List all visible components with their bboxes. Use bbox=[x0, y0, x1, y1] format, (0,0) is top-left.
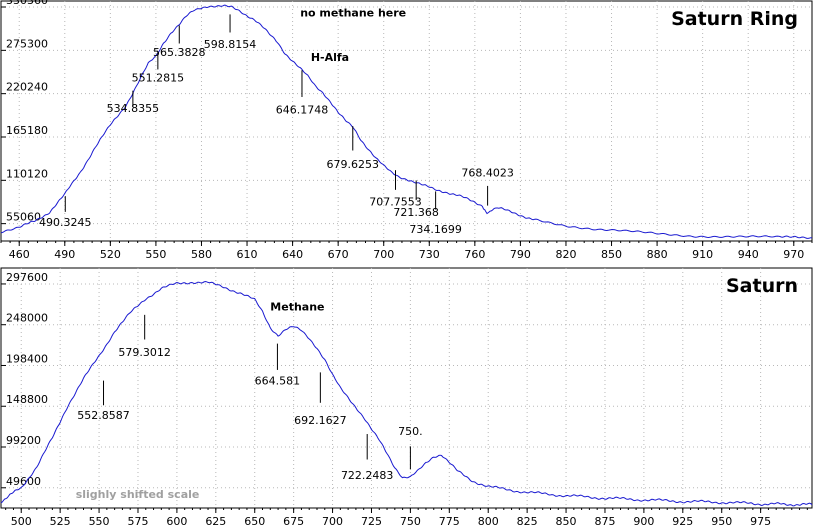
x-tick-label: 550 bbox=[145, 248, 166, 261]
chart-note: no methane here bbox=[300, 7, 406, 20]
plot-frame bbox=[0, 0, 813, 242]
chart-note: H-Alfa bbox=[311, 51, 349, 64]
x-tick-label: 820 bbox=[555, 248, 576, 261]
annotation-label: 598.8154 bbox=[204, 38, 257, 51]
x-tick-label: 575 bbox=[127, 515, 148, 528]
x-tick-label: 825 bbox=[517, 515, 538, 528]
x-tick-label: 640 bbox=[282, 248, 303, 261]
spectrum-line bbox=[0, 4, 813, 239]
saturn-panel: 500 525 550 575 600 625 650 675 700 725 750 775 800 8… bbox=[0, 265, 814, 531]
x-tick-label: 900 bbox=[633, 515, 654, 528]
x-tick-label: 725 bbox=[361, 515, 382, 528]
x-tick-label: 975 bbox=[750, 515, 771, 528]
annotation-label: 579.3012 bbox=[118, 346, 171, 359]
x-tick-label: 550 bbox=[89, 515, 110, 528]
x-tick-label: 525 bbox=[50, 515, 71, 528]
x-tick-label: 520 bbox=[100, 248, 121, 261]
spectrum-line bbox=[0, 280, 813, 507]
annotation-label: 534.8355 bbox=[107, 102, 160, 115]
annotation-label: 490.3245 bbox=[39, 216, 92, 229]
x-tick-label: 700 bbox=[373, 248, 394, 261]
chart-note: Methane bbox=[270, 301, 324, 314]
x-tick-label: 950 bbox=[711, 515, 732, 528]
x-tick-label: 600 bbox=[166, 515, 187, 528]
x-tick-label: 500 bbox=[11, 515, 32, 528]
x-tick-label: 700 bbox=[322, 515, 343, 528]
x-tick-label: 775 bbox=[439, 515, 460, 528]
annotation-label: 734.1699 bbox=[409, 223, 462, 236]
chart-title: Saturn Ring bbox=[671, 8, 798, 30]
annotation-label: 679.6253 bbox=[327, 158, 380, 171]
y-tick-label: 220240 bbox=[6, 81, 48, 94]
annotation-label: 692.1627 bbox=[294, 414, 347, 427]
annotation-label: 768.4023 bbox=[461, 166, 514, 179]
annotation-label: 565.3828 bbox=[153, 46, 206, 59]
x-tick-label: 460 bbox=[9, 248, 30, 261]
x-tick-label: 580 bbox=[191, 248, 212, 261]
x-tick-label: 610 bbox=[237, 248, 258, 261]
x-tick-label: 760 bbox=[464, 248, 485, 261]
annotation-label: 722.2483 bbox=[341, 469, 394, 482]
saturn-ring-panel: 460 490 520 550 580 610 640 670 700 730 760 790 820 8… bbox=[0, 0, 814, 265]
x-tick-label: 970 bbox=[783, 248, 804, 261]
chart-title: Saturn bbox=[726, 275, 798, 297]
annotation-label: 707.7553 bbox=[369, 196, 422, 209]
x-tick-label: 625 bbox=[205, 515, 226, 528]
y-tick-label: 110120 bbox=[6, 167, 48, 180]
x-tick-label: 750 bbox=[400, 515, 421, 528]
x-tick-label: 800 bbox=[478, 515, 499, 528]
y-tick-label: 49600 bbox=[6, 475, 41, 488]
y-tick-label: 198400 bbox=[6, 352, 48, 365]
y-tick-label: 248000 bbox=[6, 312, 48, 325]
y-tick-label: 99200 bbox=[6, 434, 41, 447]
annotation-label: 552.8587 bbox=[77, 409, 130, 422]
x-tick-label: 730 bbox=[419, 248, 440, 261]
y-tick-label: 55060 bbox=[6, 211, 41, 224]
y-tick-label: 148800 bbox=[6, 393, 48, 406]
saturn-chart: 500 525 550 575 600 625 650 675 700 725 750 775 800 8… bbox=[0, 267, 813, 528]
x-tick-label: 940 bbox=[738, 248, 759, 261]
y-tick-label: 297600 bbox=[6, 271, 48, 284]
x-tick-label: 670 bbox=[328, 248, 349, 261]
y-tick-label: 275300 bbox=[6, 37, 48, 50]
annotation-label: 750. bbox=[398, 425, 423, 438]
annotation-label: 721.368 bbox=[393, 206, 439, 219]
annotation-label: 646.1748 bbox=[276, 104, 329, 117]
saturn-ring-chart: 460 490 520 550 580 610 640 670 700 730 760 790 820 8… bbox=[0, 0, 813, 261]
y-tick-label: 165180 bbox=[6, 124, 48, 137]
x-tick-label: 490 bbox=[54, 248, 75, 261]
chart-note: slighly shifted scale bbox=[76, 488, 200, 501]
x-tick-label: 880 bbox=[647, 248, 668, 261]
y-tick-label: 330360 bbox=[6, 0, 48, 7]
x-tick-label: 675 bbox=[283, 515, 304, 528]
x-tick-label: 925 bbox=[672, 515, 693, 528]
x-tick-label: 850 bbox=[556, 515, 577, 528]
plot-frame bbox=[0, 267, 813, 509]
x-tick-label: 850 bbox=[601, 248, 622, 261]
x-tick-label: 650 bbox=[244, 515, 265, 528]
x-tick-label: 790 bbox=[510, 248, 531, 261]
x-tick-label: 910 bbox=[692, 248, 713, 261]
annotation-label: 551.2815 bbox=[132, 71, 185, 84]
x-tick-label: 875 bbox=[594, 515, 615, 528]
annotation-label: 664.581 bbox=[255, 375, 301, 388]
